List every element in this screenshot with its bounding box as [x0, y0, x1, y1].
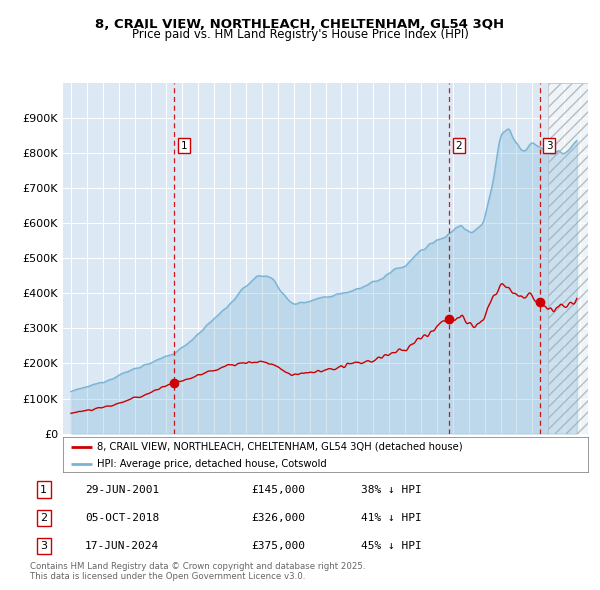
- Text: 2: 2: [40, 513, 47, 523]
- Text: 17-JUN-2024: 17-JUN-2024: [85, 541, 160, 551]
- Text: 3: 3: [40, 541, 47, 551]
- Text: 3: 3: [546, 141, 553, 151]
- Text: 1: 1: [181, 141, 187, 151]
- Bar: [548, 83, 588, 434]
- Text: HPI: Average price, detached house, Cotswold: HPI: Average price, detached house, Cots…: [97, 459, 327, 469]
- Text: 05-OCT-2018: 05-OCT-2018: [85, 513, 160, 523]
- Text: £375,000: £375,000: [251, 541, 305, 551]
- Bar: [548, 83, 588, 434]
- Text: 2: 2: [455, 141, 462, 151]
- Text: Price paid vs. HM Land Registry's House Price Index (HPI): Price paid vs. HM Land Registry's House …: [131, 28, 469, 41]
- Text: 45% ↓ HPI: 45% ↓ HPI: [361, 541, 422, 551]
- Text: £326,000: £326,000: [251, 513, 305, 523]
- Text: 38% ↓ HPI: 38% ↓ HPI: [361, 485, 422, 495]
- Text: 29-JUN-2001: 29-JUN-2001: [85, 485, 160, 495]
- Text: £145,000: £145,000: [251, 485, 305, 495]
- Text: 8, CRAIL VIEW, NORTHLEACH, CHELTENHAM, GL54 3QH (detached house): 8, CRAIL VIEW, NORTHLEACH, CHELTENHAM, G…: [97, 441, 463, 451]
- Text: 1: 1: [40, 485, 47, 495]
- Text: Contains HM Land Registry data © Crown copyright and database right 2025.
This d: Contains HM Land Registry data © Crown c…: [30, 562, 365, 581]
- Text: 8, CRAIL VIEW, NORTHLEACH, CHELTENHAM, GL54 3QH: 8, CRAIL VIEW, NORTHLEACH, CHELTENHAM, G…: [95, 18, 505, 31]
- Text: 41% ↓ HPI: 41% ↓ HPI: [361, 513, 422, 523]
